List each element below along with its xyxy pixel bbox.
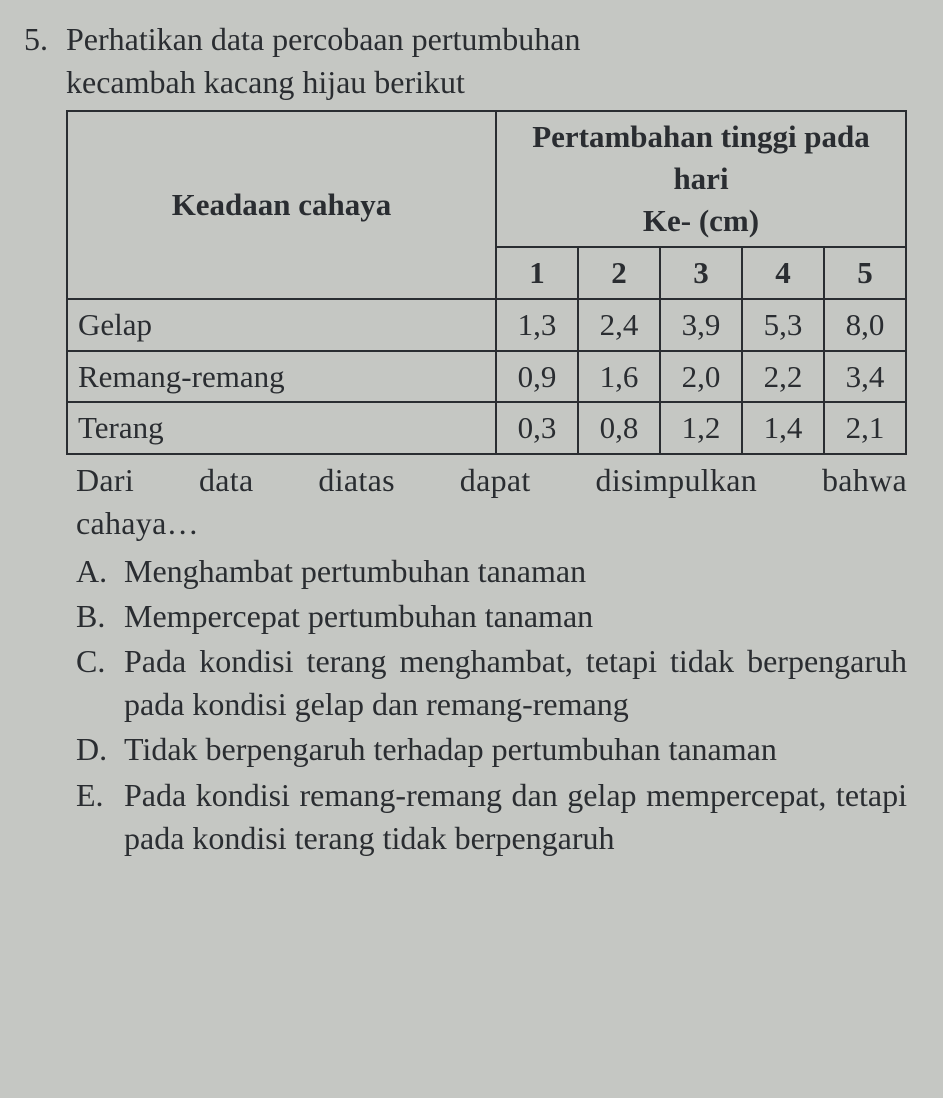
day-label: 3: [660, 247, 742, 299]
cell: 1,3: [496, 299, 578, 351]
option-text: Pada kondisi remang-remang dan gelap mem…: [124, 774, 907, 860]
day-label: 2: [578, 247, 660, 299]
conclusion-text: Dari data diatas dapat disimpulkan bahwa…: [76, 459, 907, 545]
option-text: Tidak berpengaruh terhadap pertumbuhan t…: [124, 728, 907, 771]
question-number: 5.: [14, 18, 48, 61]
question-line-2: kecambah kacang hijau berikut: [66, 61, 907, 104]
day-label: 5: [824, 247, 906, 299]
row-label: Remang-remang: [67, 351, 496, 403]
option-b: B. Mempercepat pertumbuhan tanaman: [76, 595, 907, 638]
conclusion-line-2: cahaya…: [76, 502, 907, 545]
option-text: Mempercepat pertumbuhan tanaman: [124, 595, 907, 638]
row-header: Keadaan cahaya: [67, 111, 496, 298]
conclusion-line-1: Dari data diatas dapat disimpulkan bahwa: [76, 459, 907, 502]
question-text: Perhatikan data percobaan pertumbuhan ke…: [66, 18, 907, 104]
table-row: Terang 0,3 0,8 1,2 1,4 2,1: [67, 402, 906, 454]
option-label: A.: [76, 550, 110, 593]
option-d: D. Tidak berpengaruh terhadap pertumbuha…: [76, 728, 907, 771]
option-a: A. Menghambat pertumbuhan tanaman: [76, 550, 907, 593]
table-header-row-1: Keadaan cahaya Pertambahan tinggi pada h…: [67, 111, 906, 247]
option-label: C.: [76, 640, 110, 726]
table-row: Gelap 1,3 2,4 3,9 5,3 8,0: [67, 299, 906, 351]
table-row: Remang-remang 0,9 1,6 2,0 2,2 3,4: [67, 351, 906, 403]
option-e: E. Pada kondisi remang-remang dan gelap …: [76, 774, 907, 860]
cell: 0,3: [496, 402, 578, 454]
cell: 1,4: [742, 402, 824, 454]
cell: 0,9: [496, 351, 578, 403]
option-text: Menghambat pertumbuhan tanaman: [124, 550, 907, 593]
day-label: 4: [742, 247, 824, 299]
options-block: A. Menghambat pertumbuhan tanaman B. Mem…: [76, 550, 907, 860]
question-block: 5. Perhatikan data percobaan pertumbuhan…: [14, 18, 907, 104]
cell: 8,0: [824, 299, 906, 351]
option-c: C. Pada kondisi terang menghambat, tetap…: [76, 640, 907, 726]
cell: 5,3: [742, 299, 824, 351]
option-label: E.: [76, 774, 110, 860]
option-label: D.: [76, 728, 110, 771]
cell: 2,4: [578, 299, 660, 351]
cell: 1,2: [660, 402, 742, 454]
option-text: Pada kondisi terang menghambat, tetapi t…: [124, 640, 907, 726]
cell: 2,2: [742, 351, 824, 403]
day-label: 1: [496, 247, 578, 299]
row-label: Gelap: [67, 299, 496, 351]
cell: 2,0: [660, 351, 742, 403]
group-header-line-1: Pertambahan tinggi pada hari: [507, 116, 895, 200]
exam-page: 5. Perhatikan data percobaan pertumbuhan…: [0, 0, 943, 878]
cell: 2,1: [824, 402, 906, 454]
row-label: Terang: [67, 402, 496, 454]
group-header-line-2: Ke- (cm): [507, 200, 895, 242]
group-header: Pertambahan tinggi pada hari Ke- (cm): [496, 111, 906, 247]
data-table: Keadaan cahaya Pertambahan tinggi pada h…: [66, 110, 907, 455]
cell: 0,8: [578, 402, 660, 454]
cell: 1,6: [578, 351, 660, 403]
question-line-1: Perhatikan data percobaan pertumbuhan: [66, 18, 907, 61]
cell: 3,4: [824, 351, 906, 403]
cell: 3,9: [660, 299, 742, 351]
option-label: B.: [76, 595, 110, 638]
